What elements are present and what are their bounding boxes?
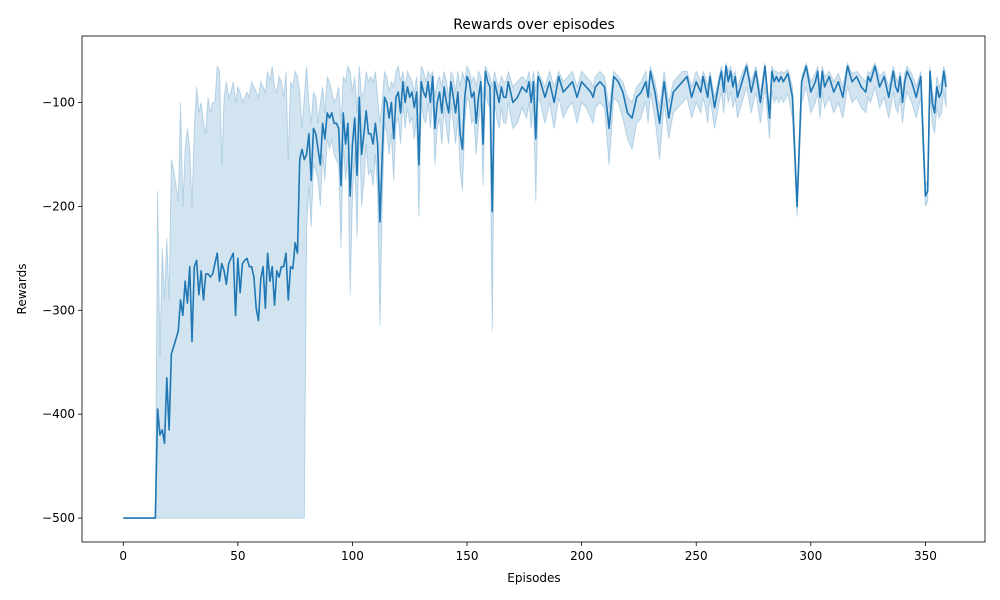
x-tick-label: 300 [799, 549, 822, 563]
y-tick-label: −200 [42, 199, 75, 213]
x-tick-label: 100 [341, 549, 364, 563]
x-tick-label: 200 [570, 549, 593, 563]
y-tick-label: −500 [42, 511, 75, 525]
plot-area [123, 61, 947, 519]
x-tick-label: 350 [914, 549, 937, 563]
x-axis-title: Episodes [507, 571, 560, 585]
axes-frame [81, 35, 986, 543]
chart-title: Rewards over episodes [453, 17, 615, 33]
x-tick-label: 150 [456, 549, 479, 563]
x-tick-label: 50 [230, 549, 245, 563]
y-axis-title: Rewards [15, 264, 29, 315]
series-line-0 [123, 65, 947, 519]
y-tick-label: −400 [42, 407, 75, 421]
y-tick-label: −100 [42, 95, 75, 109]
x-tick-label: 0 [119, 549, 127, 563]
y-tick-label: −300 [42, 303, 75, 317]
x-tick-label: 250 [685, 549, 708, 563]
axes: 0 50 100 150 200 250 300 350 −500 −400 −300 −200 −10… [42, 95, 937, 563]
